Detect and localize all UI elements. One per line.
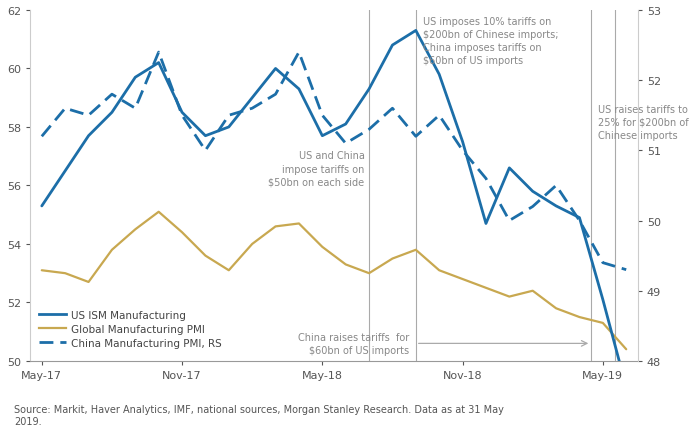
Text: Source: Markit, Haver Analytics, IMF, national sources, Morgan Stanley Research.: Source: Markit, Haver Analytics, IMF, na… (14, 404, 504, 426)
Text: US imposes 10% tariffs on
$200bn of Chinese imports;
China imposes tariffs on
$6: US imposes 10% tariffs on $200bn of Chin… (423, 17, 559, 66)
Text: US raises tariffs to
25% for $200bn of
Chinese imports: US raises tariffs to 25% for $200bn of C… (598, 104, 689, 141)
Text: US and China
impose tariffs on
$50bn on each side: US and China impose tariffs on $50bn on … (268, 151, 365, 187)
Text: China raises tariffs  for
$60bn of US imports: China raises tariffs for $60bn of US imp… (298, 332, 409, 355)
Legend: US ISM Manufacturing, Global Manufacturing PMI, China Manufacturing PMI, RS: US ISM Manufacturing, Global Manufacturi… (35, 306, 225, 353)
